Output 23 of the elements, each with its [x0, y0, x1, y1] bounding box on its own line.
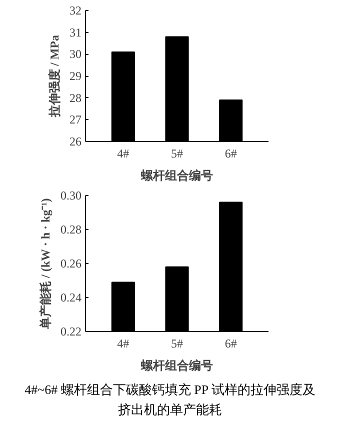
y-tick-label: 30 — [70, 47, 82, 62]
x-tick-label: 6# — [224, 146, 237, 160]
x-tick-label: 5# — [171, 336, 183, 350]
y-tick-label: 0.22 — [60, 324, 82, 338]
y-tick-label: 32 — [70, 4, 82, 18]
y-tick-label: 27 — [70, 112, 82, 127]
y-axis-title: 单产能耗 / (kW · h · kg⁻¹) — [38, 198, 52, 330]
x-axis-title: 螺杆组合编号 — [140, 358, 213, 372]
x-tick-label: 5# — [171, 146, 183, 160]
y-tick-label: 31 — [70, 25, 82, 40]
text: 4#~6# 螺杆组合下碳酸钙填充 PP 试样的拉伸强度及挤出机的单产能耗 — [24, 381, 316, 418]
y-tick-label: 29 — [70, 69, 82, 83]
x-tick-label: 4# — [117, 336, 130, 350]
x-tick-label: 6# — [224, 336, 237, 350]
y-tick-label: 0.26 — [60, 256, 82, 270]
y-tick-label: 0.30 — [60, 188, 82, 202]
y-axis-title: 拉伸强度 / MPa — [48, 34, 62, 118]
x-tick-label: 4# — [117, 146, 130, 160]
y-tick-label: 28 — [70, 90, 82, 105]
y-tick-label: 0.28 — [60, 222, 82, 236]
y-tick-label: 0.24 — [60, 290, 82, 304]
y-tick-label: 26 — [70, 134, 82, 148]
x-axis-title: 螺杆组合编号 — [140, 168, 213, 182]
